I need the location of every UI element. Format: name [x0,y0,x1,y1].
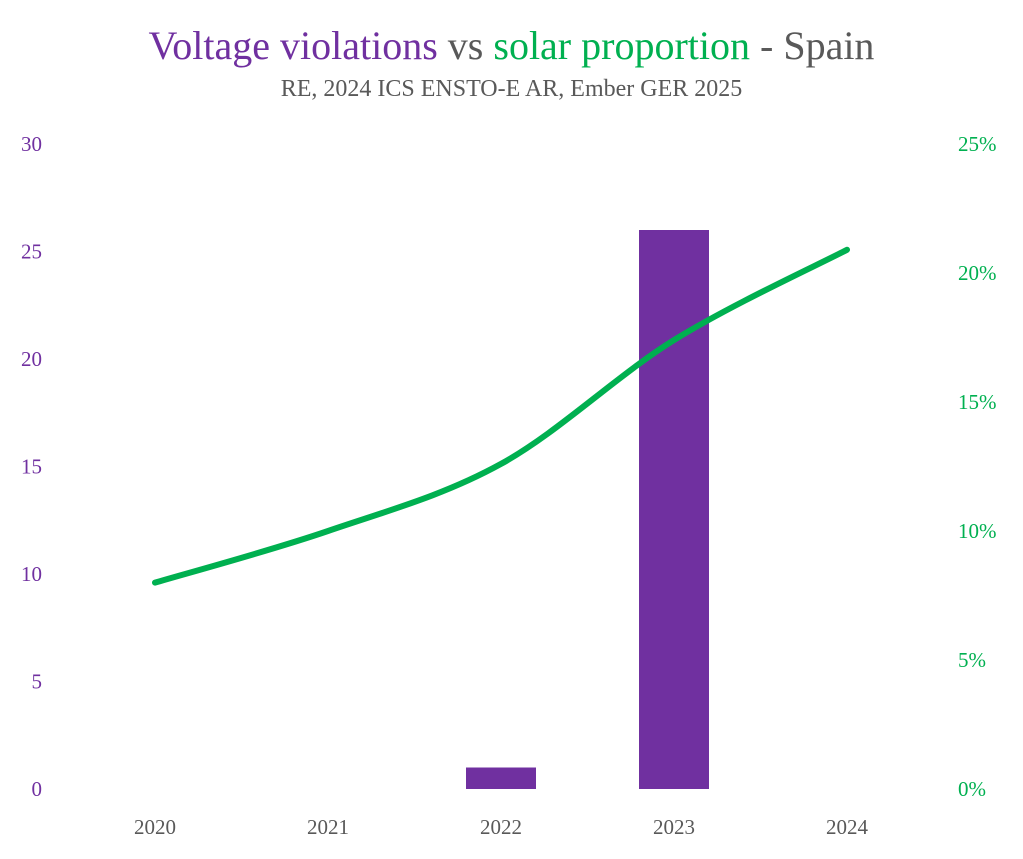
x-tick-label: 2022 [480,815,522,839]
chart-title: Voltage violations vs solar proportion -… [0,22,1023,69]
left-tick-label: 25 [21,240,42,264]
left-tick-label: 30 [21,132,42,156]
x-tick-label: 2024 [826,815,869,839]
chart-subtitle: RE, 2024 ICS ENSTO-E AR, Ember GER 2025 [280,76,743,102]
solar-proportion-line [152,246,850,586]
right-tick-label: 20% [958,261,997,285]
right-axis-ticks: 0% 5% 10% 15% 20% 25% [958,132,997,801]
x-tick-label: 2023 [653,815,695,839]
right-tick-label: 10% [958,519,997,543]
right-tick-label: 15% [958,390,997,414]
title-part-violations: Voltage violations [148,23,438,68]
x-tick-label: 2020 [134,815,176,839]
left-tick-label: 5 [32,670,43,694]
right-tick-label: 25% [958,132,997,156]
line-series [152,246,850,586]
left-axis-ticks: 0 5 10 15 20 25 30 [21,132,42,801]
left-tick-label: 0 [32,777,43,801]
left-tick-label: 10 [21,562,42,586]
title-part-country: - Spain [750,23,875,68]
bar-2022 [466,767,536,789]
bar-series [466,230,709,789]
title-part-solar: solar proportion [493,23,750,68]
x-tick-label: 2021 [307,815,349,839]
bar-2023 [639,230,709,789]
right-tick-label: 0% [958,777,986,801]
left-tick-label: 20 [21,347,42,371]
title-part-vs: vs [437,23,494,68]
right-tick-label: 5% [958,648,986,672]
left-tick-label: 15 [21,455,42,479]
x-axis-ticks: 2020 2021 2022 2023 2024 [134,815,869,839]
